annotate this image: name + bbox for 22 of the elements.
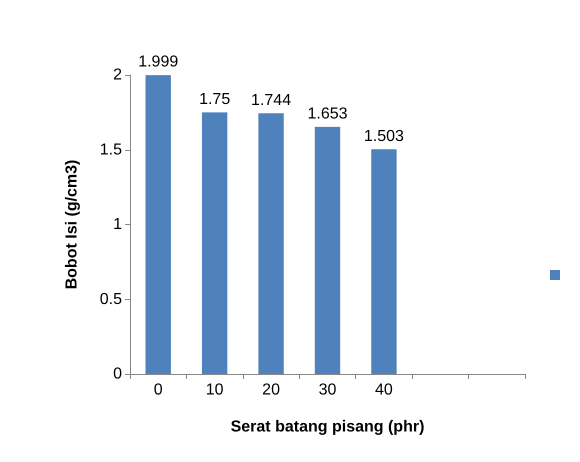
bar (314, 126, 340, 374)
x-tick-label: 10 (206, 382, 224, 398)
y-tick-label: 1.5 (100, 141, 122, 158)
bar (146, 75, 171, 374)
y-tick-label: 0.5 (100, 290, 122, 308)
data-label: 1.999 (138, 54, 178, 71)
bar (258, 113, 284, 374)
y-tick-label: 2 (113, 66, 122, 84)
x-tick-label: 20 (262, 382, 280, 398)
bar (202, 112, 228, 374)
x-tick-label: 30 (318, 382, 336, 398)
x-axis-title: Serat batang pisang (phr) (230, 418, 424, 436)
x-tick-label: 0 (154, 382, 163, 398)
data-label: 1.744 (251, 92, 292, 109)
y-tick-label: 0 (113, 366, 122, 382)
x-tick-label: 40 (375, 382, 393, 398)
data-label: 1.75 (199, 90, 230, 108)
y-tick-label: 1 (113, 216, 122, 233)
data-label: 1.503 (364, 128, 404, 145)
y-axis-title: Bobot Isi (g/cm3) (64, 160, 80, 290)
data-label: 1.653 (307, 105, 348, 122)
bar (371, 149, 397, 374)
